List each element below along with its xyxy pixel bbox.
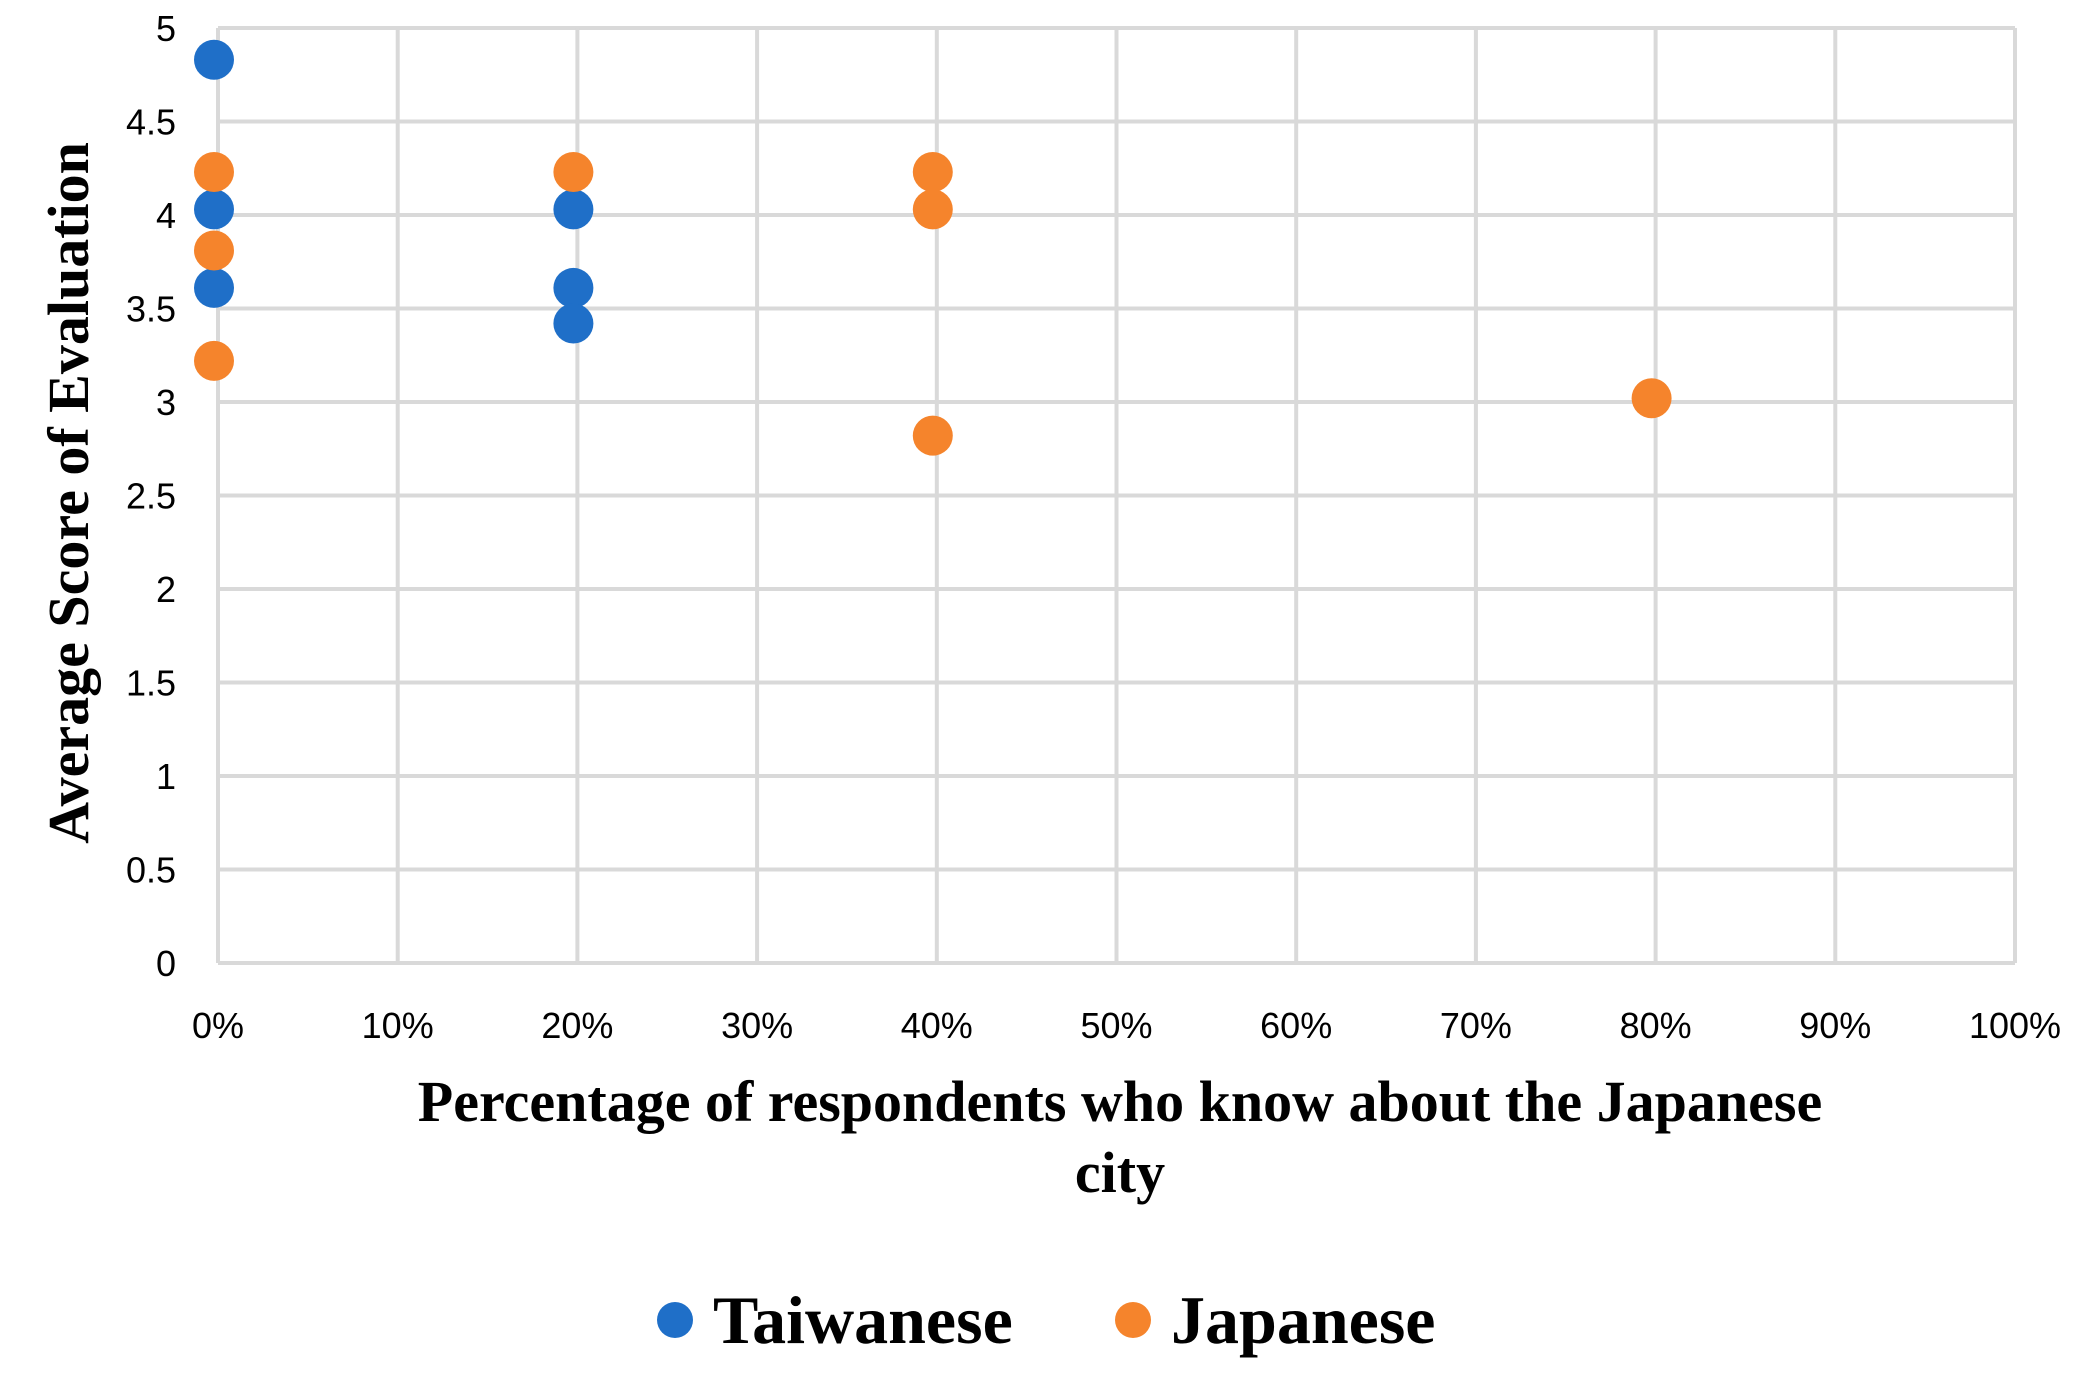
x-axis-tick-labels: 0% 10% 20% 30% 40% 50% 60% 70% 80% 90% 100% [192, 1005, 2061, 1046]
y-tick-label: 3.5 [126, 289, 176, 330]
x-tick-label: 100% [1969, 1005, 2061, 1046]
x-tick-label: 90% [1799, 1005, 1871, 1046]
data-point-japanese [1631, 378, 1672, 419]
data-point-japanese [194, 230, 234, 271]
data-point-japanese [194, 151, 234, 192]
x-tick-label: 70% [1440, 1005, 1512, 1046]
y-tick-label: 2 [156, 569, 176, 610]
y-tick-label: 5 [156, 8, 176, 49]
y-axis-tick-labels: 0 0.5 1 1.5 2 2.5 3 3.5 4 4.5 5 [126, 8, 176, 984]
data-point-taiwanese [194, 189, 234, 230]
y-tick-label: 1 [156, 756, 176, 797]
data-points [194, 39, 1672, 456]
x-tick-label: 0% [192, 1005, 244, 1046]
legend-marker-japanese [1115, 1302, 1151, 1338]
x-tick-label: 10% [362, 1005, 434, 1046]
y-tick-label: 4 [156, 195, 176, 236]
data-point-japanese [912, 189, 953, 230]
y-tick-label: 3 [156, 382, 176, 423]
data-point-japanese [553, 151, 594, 192]
grid-lines [216, 26, 2017, 965]
data-point-japanese [912, 415, 953, 456]
data-point-japanese [912, 151, 953, 192]
data-point-taiwanese [194, 267, 234, 308]
data-point-taiwanese [194, 39, 234, 80]
legend-label-taiwanese: Taiwanese [713, 1282, 1013, 1358]
x-tick-label: 20% [541, 1005, 613, 1046]
legend-label-japanese: Japanese [1171, 1282, 1435, 1358]
x-axis-title-line-1: Percentage of respondents who know about… [418, 1069, 1822, 1134]
x-tick-label: 40% [901, 1005, 973, 1046]
x-axis-title-line-2: city [1075, 1140, 1165, 1205]
data-point-japanese [194, 340, 234, 381]
y-tick-label: 4.5 [126, 102, 176, 143]
data-point-taiwanese [553, 267, 594, 308]
data-point-taiwanese [553, 303, 594, 344]
y-tick-label: 0.5 [126, 850, 176, 891]
y-tick-label: 1.5 [126, 663, 176, 704]
y-tick-label: 0 [156, 943, 176, 984]
legend: Taiwanese Japanese [657, 1282, 1435, 1358]
x-tick-label: 60% [1260, 1005, 1332, 1046]
data-point-taiwanese [553, 189, 594, 230]
legend-marker-taiwanese [657, 1302, 693, 1338]
x-tick-label: 50% [1080, 1005, 1152, 1046]
x-tick-label: 80% [1620, 1005, 1692, 1046]
x-tick-label: 30% [721, 1005, 793, 1046]
y-tick-label: 2.5 [126, 476, 176, 517]
y-axis-title: Average Score of Evaluation [36, 142, 101, 844]
